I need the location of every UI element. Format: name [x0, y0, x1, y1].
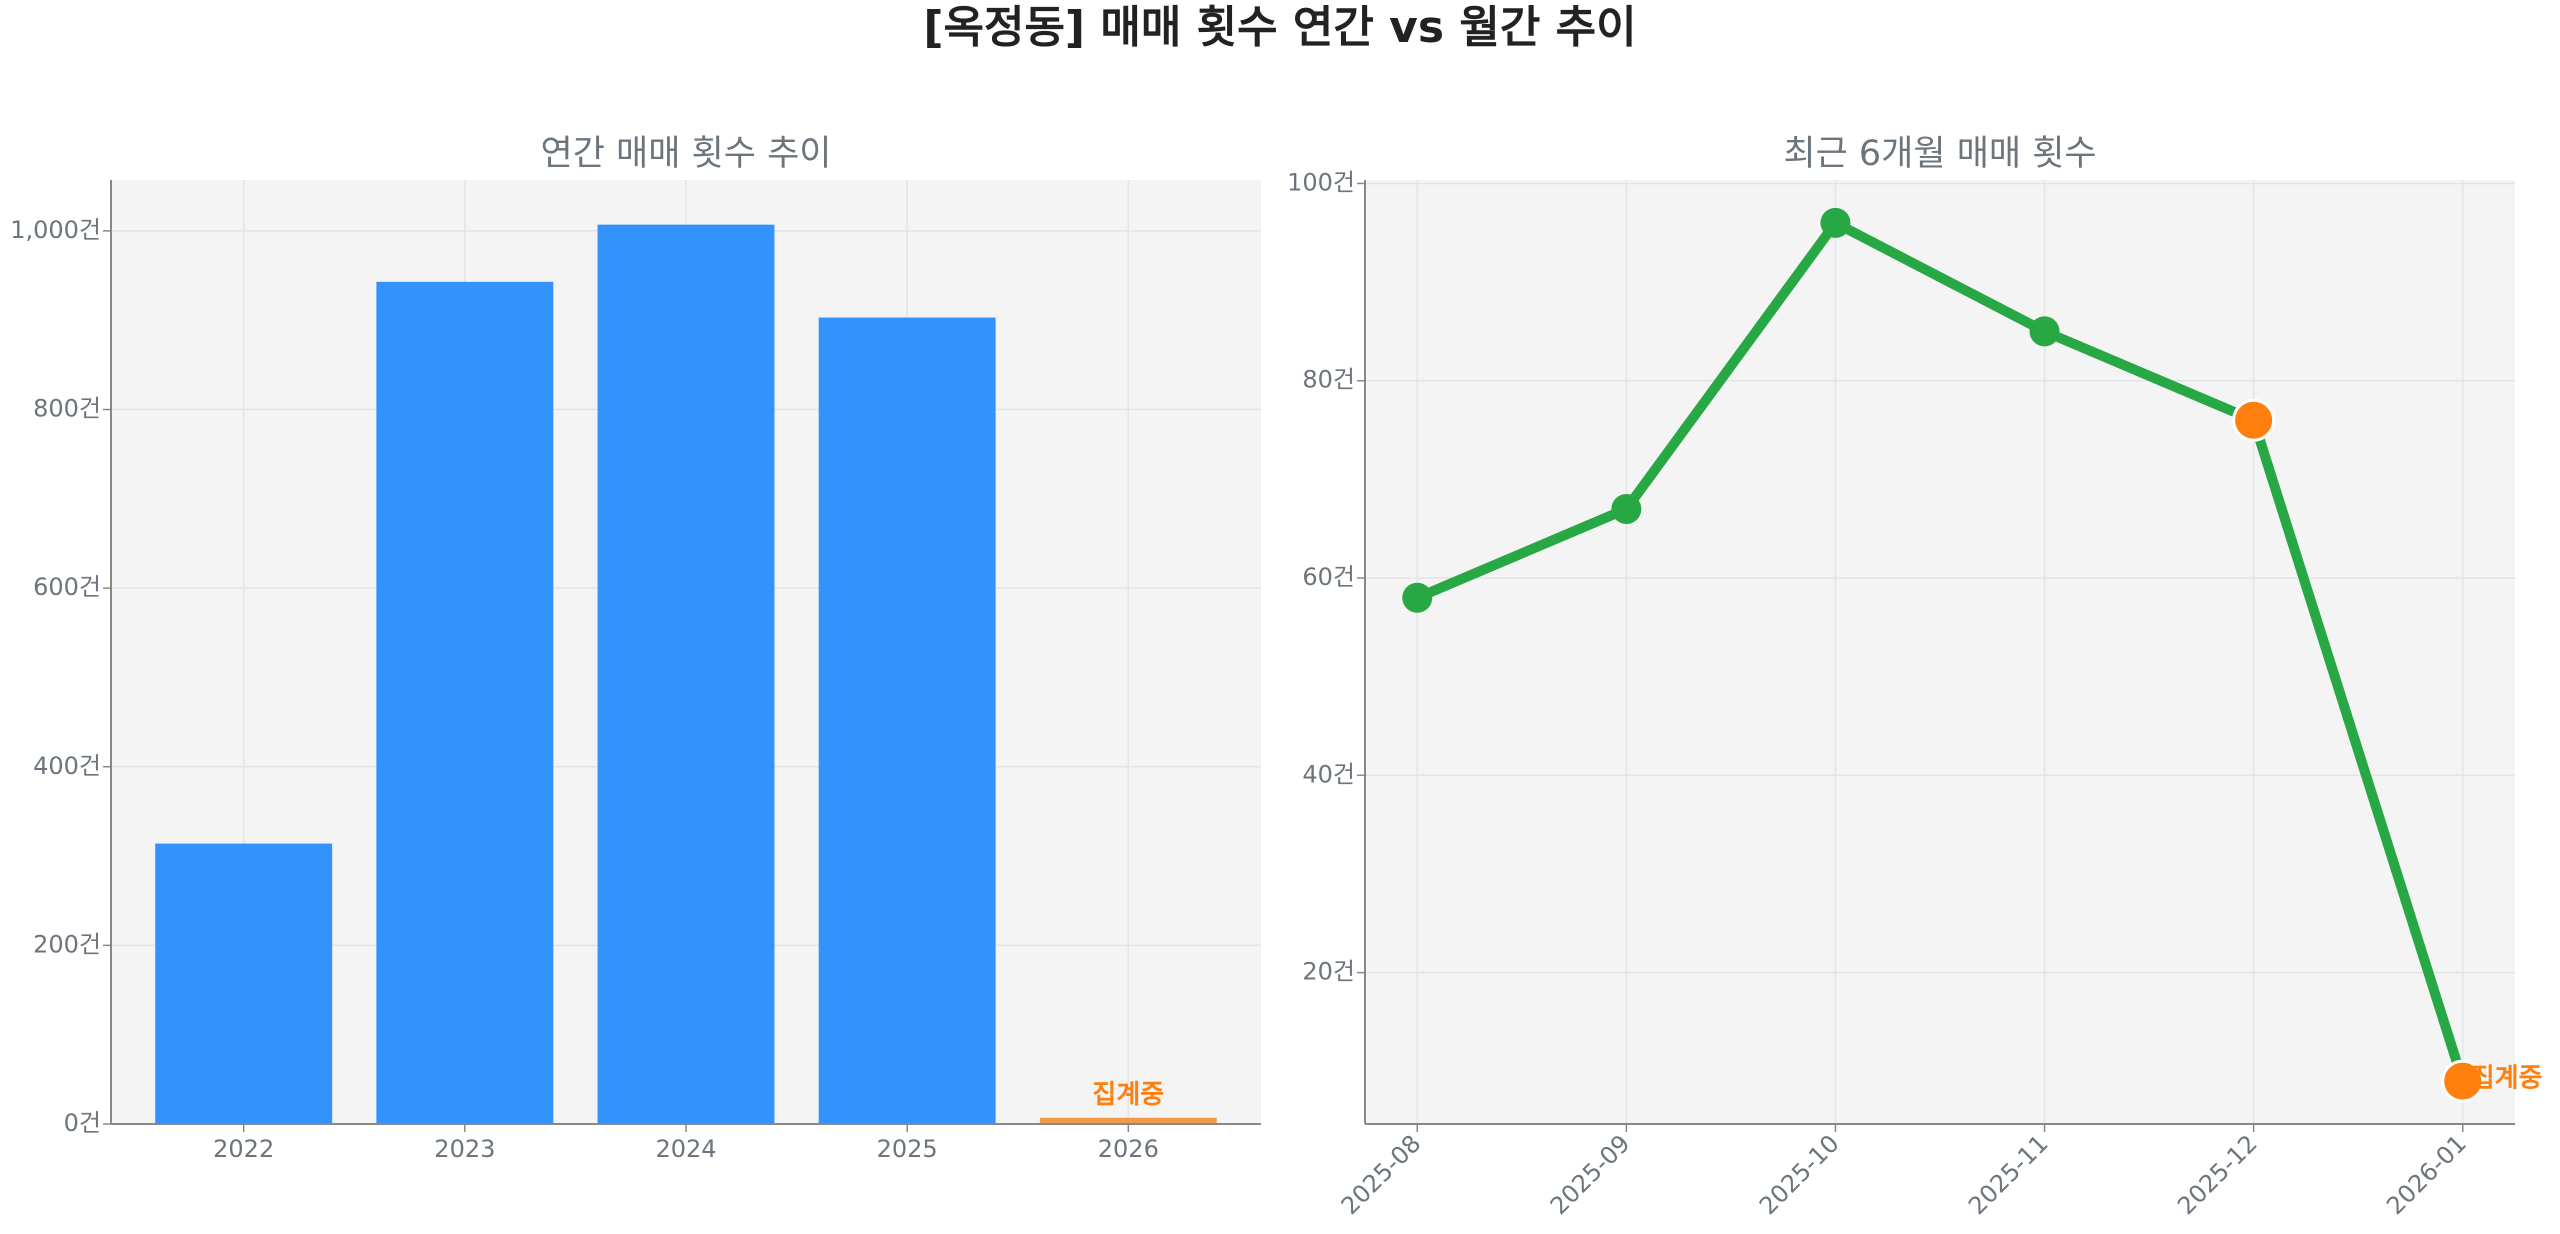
- plot-area: [1365, 180, 2515, 1124]
- marker: [1820, 207, 1851, 238]
- bar: [1039, 1117, 1217, 1124]
- bar: [597, 224, 775, 1125]
- x-tick-label: 2025-08: [1336, 1129, 1427, 1220]
- bar: [818, 317, 996, 1124]
- annotation: 집계중: [2471, 1064, 2543, 1094]
- marker: [2232, 398, 2276, 442]
- x-tick-label: 2024: [655, 1135, 716, 1163]
- x-tick-label: 2025: [877, 1135, 938, 1163]
- bar: [155, 843, 333, 1124]
- figure-title: [옥정동] 매매 횟수 연간 vs 월간 추이: [923, 2, 1636, 53]
- x-tick-label: 2025-09: [1545, 1129, 1636, 1220]
- x-tick-label: 2023: [434, 1135, 495, 1163]
- marker: [1402, 582, 1433, 613]
- y-tick-label: 1,000건: [10, 216, 101, 244]
- x-tick-label: 2026: [1098, 1135, 1159, 1163]
- x-tick-label: 2025-11: [1963, 1129, 2054, 1220]
- marker: [1611, 493, 1642, 524]
- y-tick-label: 0건: [64, 1109, 101, 1137]
- marker: [2441, 1059, 2485, 1103]
- y-tick-label: 600건: [33, 573, 101, 601]
- y-tick-label: 100건: [1287, 168, 1355, 196]
- y-tick-label: 400건: [33, 752, 101, 780]
- line: [1415, 217, 2468, 1083]
- x-tick-label: 2025-10: [1754, 1129, 1845, 1220]
- y-tick-label: 40건: [1302, 760, 1355, 788]
- x-tick-label: 2025-12: [2172, 1129, 2263, 1220]
- annotation: 집계중: [1092, 1080, 1164, 1110]
- y-tick-label: 60건: [1302, 563, 1355, 591]
- subplot-title: 연간 매매 횟수 추이: [541, 134, 832, 174]
- subplot-title: 최근 6개월 매매 횟수: [1783, 134, 2096, 174]
- y-tick-label: 80건: [1302, 366, 1355, 394]
- x-tick-label: 2022: [213, 1135, 274, 1163]
- marker: [2029, 316, 2060, 347]
- y-tick-label: 20건: [1302, 958, 1355, 986]
- y-tick-label: 800건: [33, 395, 101, 423]
- bar: [376, 281, 554, 1124]
- y-tick-label: 200건: [33, 930, 101, 958]
- x-tick-label: 2026-01: [2381, 1129, 2472, 1220]
